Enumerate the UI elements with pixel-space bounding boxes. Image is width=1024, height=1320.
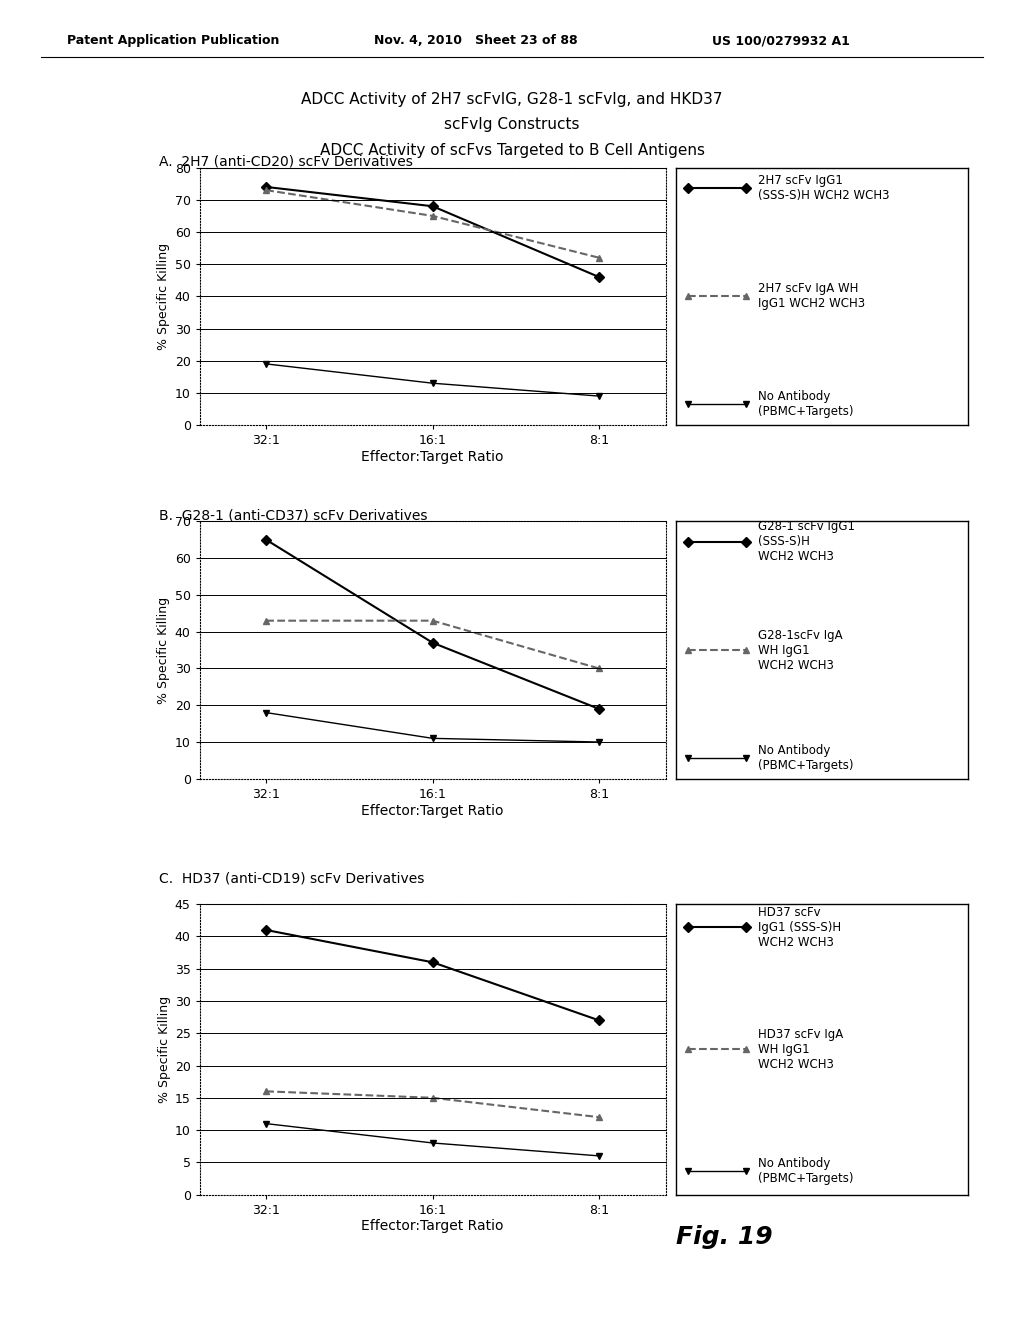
Text: No Antibody
(PBMC+Targets): No Antibody (PBMC+Targets) bbox=[758, 744, 853, 772]
Text: 2H7 scFv IgG1
(SSS-S)H WCH2 WCH3: 2H7 scFv IgG1 (SSS-S)H WCH2 WCH3 bbox=[758, 174, 889, 202]
Text: G28-1scFv IgA
WH IgG1
WCH2 WCH3: G28-1scFv IgA WH IgG1 WCH2 WCH3 bbox=[758, 628, 842, 672]
Text: HD37 scFv IgA
WH IgG1
WCH2 WCH3: HD37 scFv IgA WH IgG1 WCH2 WCH3 bbox=[758, 1028, 843, 1071]
Text: No Antibody
(PBMC+Targets): No Antibody (PBMC+Targets) bbox=[758, 391, 853, 418]
Text: No Antibody
(PBMC+Targets): No Antibody (PBMC+Targets) bbox=[758, 1158, 853, 1185]
Text: scFvIg Constructs: scFvIg Constructs bbox=[444, 117, 580, 132]
Text: Nov. 4, 2010   Sheet 23 of 88: Nov. 4, 2010 Sheet 23 of 88 bbox=[374, 34, 578, 48]
X-axis label: Effector:Target Ratio: Effector:Target Ratio bbox=[361, 804, 504, 817]
X-axis label: Effector:Target Ratio: Effector:Target Ratio bbox=[361, 450, 504, 463]
Y-axis label: % Specific Killing: % Specific Killing bbox=[158, 597, 170, 704]
Text: US 100/0279932 A1: US 100/0279932 A1 bbox=[712, 34, 850, 48]
Text: ADCC Activity of scFvs Targeted to B Cell Antigens: ADCC Activity of scFvs Targeted to B Cel… bbox=[319, 143, 705, 157]
Y-axis label: % Specific Killing: % Specific Killing bbox=[158, 995, 171, 1104]
Text: 2H7 scFv IgA WH
IgG1 WCH2 WCH3: 2H7 scFv IgA WH IgG1 WCH2 WCH3 bbox=[758, 282, 864, 310]
Text: A.  2H7 (anti-CD20) scFv Derivatives: A. 2H7 (anti-CD20) scFv Derivatives bbox=[159, 154, 413, 169]
X-axis label: Effector:Target Ratio: Effector:Target Ratio bbox=[361, 1220, 504, 1233]
Text: C.  HD37 (anti-CD19) scFv Derivatives: C. HD37 (anti-CD19) scFv Derivatives bbox=[159, 871, 424, 886]
Text: Patent Application Publication: Patent Application Publication bbox=[67, 34, 279, 48]
Y-axis label: % Specific Killing: % Specific Killing bbox=[158, 243, 170, 350]
Text: B.  G28-1 (anti-CD37) scFv Derivatives: B. G28-1 (anti-CD37) scFv Derivatives bbox=[159, 508, 427, 523]
Text: Fig. 19: Fig. 19 bbox=[676, 1225, 772, 1249]
Text: ADCC Activity of 2H7 scFvIG, G28-1 scFvIg, and HKD37: ADCC Activity of 2H7 scFvIG, G28-1 scFvI… bbox=[301, 92, 723, 107]
Text: HD37 scFv
IgG1 (SSS-S)H
WCH2 WCH3: HD37 scFv IgG1 (SSS-S)H WCH2 WCH3 bbox=[758, 906, 841, 949]
Text: G28-1 scFv IgG1
(SSS-S)H
WCH2 WCH3: G28-1 scFv IgG1 (SSS-S)H WCH2 WCH3 bbox=[758, 520, 855, 564]
